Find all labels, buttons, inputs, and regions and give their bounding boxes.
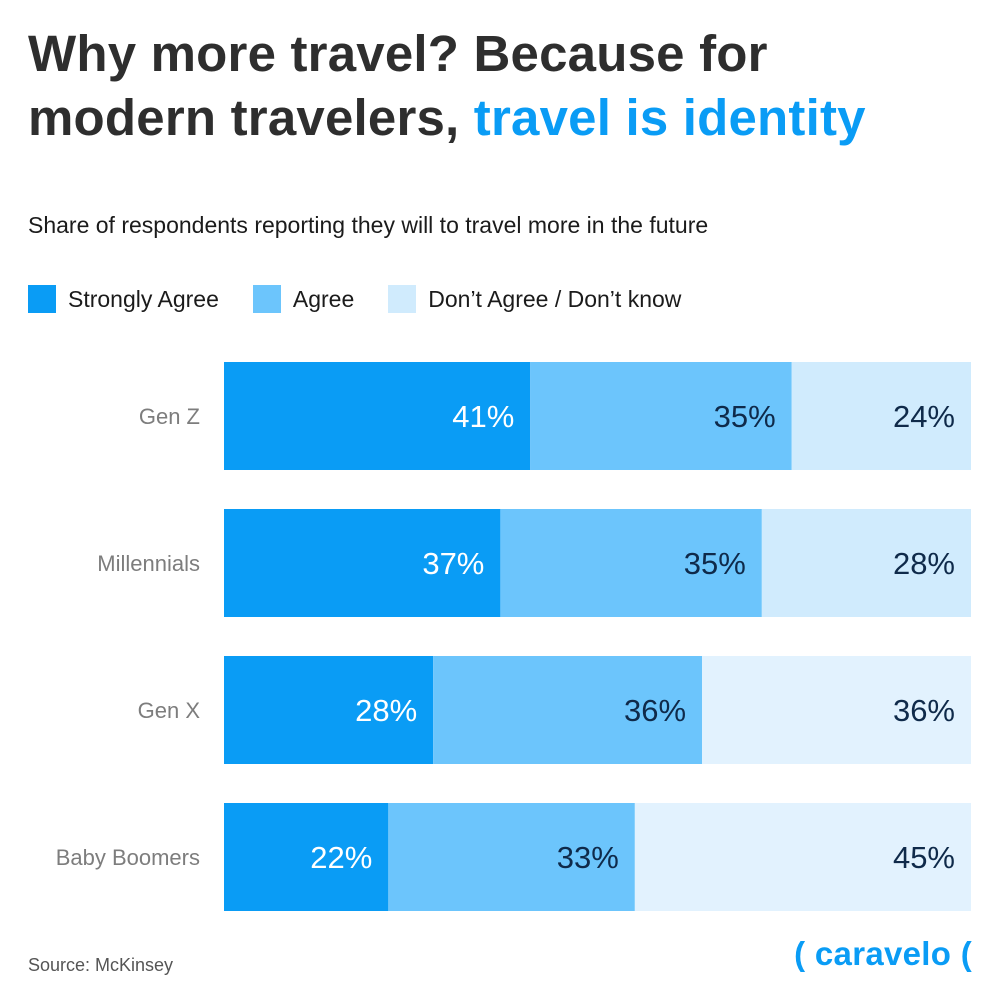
data-label-gen-z-3: 24% bbox=[893, 399, 955, 434]
data-label-millennials-3: 28% bbox=[893, 546, 955, 581]
category-label-gen-x: Gen X bbox=[138, 698, 201, 723]
data-label-gen-z-2: 35% bbox=[714, 399, 776, 434]
brand-logo: ( caravelo ( bbox=[794, 935, 972, 972]
stacked-bar-chart: Gen Z 41% 35% 24% Millennials 37% 35% 28% Gen X 2… bbox=[56, 362, 971, 911]
legend-item-dont-agree: Don’t Agree / Don’t know bbox=[388, 285, 681, 313]
legend-item-agree: Agree bbox=[252, 285, 355, 313]
data-label-millennials-1: 37% bbox=[422, 546, 484, 581]
bar-segment-baby-boomers-2 bbox=[388, 803, 635, 911]
title-line-1: Why more travel? Because for bbox=[28, 25, 768, 82]
data-label-baby-boomers-2: 33% bbox=[557, 840, 619, 875]
data-label-gen-x-1: 28% bbox=[355, 693, 417, 728]
bar-segment-gen-z-2 bbox=[530, 362, 792, 470]
title-line-2: modern travelers, bbox=[28, 89, 460, 146]
bar-segment-millennials-2 bbox=[500, 509, 762, 617]
legend-label-dont-agree: Don’t Agree / Don’t know bbox=[428, 285, 682, 312]
legend-item-strongly-agree: Strongly Agree bbox=[28, 285, 219, 313]
data-label-baby-boomers-3: 45% bbox=[893, 840, 955, 875]
bar-segment-baby-boomers-3 bbox=[634, 803, 971, 911]
legend-label-strongly-agree: Strongly Agree bbox=[68, 285, 219, 312]
data-label-gen-x-2: 36% bbox=[624, 693, 686, 728]
category-label-millennials: Millennials bbox=[97, 551, 200, 576]
bar-segment-gen-z-1 bbox=[224, 362, 531, 470]
bar-segment-millennials-1 bbox=[224, 509, 501, 617]
bar-segment-gen-x-2 bbox=[433, 656, 703, 764]
bar-segment-millennials-3 bbox=[761, 509, 971, 617]
legend-swatch-agree bbox=[252, 285, 281, 313]
title-highlight: travel is identity bbox=[473, 89, 866, 146]
legend-swatch-strongly-agree bbox=[28, 285, 56, 313]
data-label-baby-boomers-1: 22% bbox=[310, 840, 372, 875]
bar-segment-gen-x-3 bbox=[702, 656, 971, 764]
bar-segment-baby-boomers-1 bbox=[224, 803, 389, 911]
category-label-gen-z: Gen Z bbox=[139, 404, 200, 429]
data-label-millennials-2: 35% bbox=[684, 546, 746, 581]
legend-label-agree: Agree bbox=[292, 285, 355, 312]
bar-segment-gen-z-3 bbox=[791, 362, 971, 470]
bar-segment-gen-x-1 bbox=[224, 656, 434, 764]
chart-subtitle: Share of respondents reporting they will… bbox=[28, 212, 709, 238]
source-note: Source: McKinsey bbox=[28, 955, 174, 975]
legend: Strongly Agree Agree Don’t Agree / Don’t… bbox=[28, 285, 715, 313]
category-label-baby-boomers: Baby Boomers bbox=[56, 845, 200, 870]
chart-title: Why more travel? Because for modern trave… bbox=[28, 22, 866, 150]
data-label-gen-z-1: 41% bbox=[452, 399, 514, 434]
legend-swatch-dont-agree bbox=[388, 285, 417, 313]
data-label-gen-x-3: 36% bbox=[893, 693, 955, 728]
